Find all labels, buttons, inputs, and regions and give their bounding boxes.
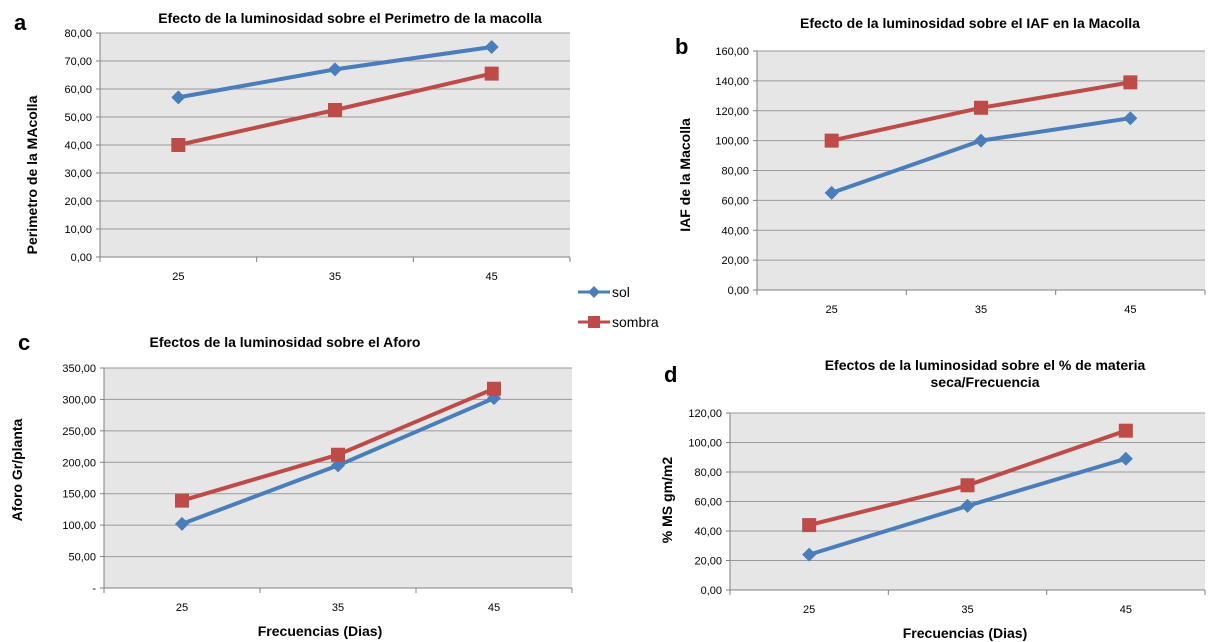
y-tick-label: 60,00 <box>64 84 92 96</box>
data-point-sombra <box>1123 75 1138 90</box>
y-tick-label: 20,00 <box>64 196 92 208</box>
y-tick-label: 140,00 <box>715 76 749 88</box>
y-tick-label: 20,00 <box>721 255 749 267</box>
plot-area <box>104 368 572 588</box>
y-tick-label: 80,00 <box>64 28 92 40</box>
data-point-sombra <box>824 133 839 148</box>
x-tick-label: 45 <box>1124 304 1136 316</box>
data-point-sombra <box>960 478 975 493</box>
data-point-sol <box>328 62 342 77</box>
y-tick-label: 0,00 <box>71 252 92 264</box>
y-tick-label: 60,00 <box>721 195 749 207</box>
y-tick-label: 350,00 <box>62 363 96 375</box>
legend-sombra-marker <box>588 316 600 328</box>
chart-title: Efecto de la luminosidad sobre el IAF en… <box>800 15 1140 31</box>
x-tick-label: 25 <box>803 604 815 616</box>
y-tick-label: 0,00 <box>728 285 749 297</box>
x-tick-label: 35 <box>329 271 341 283</box>
y-tick-label: 100,00 <box>688 438 722 450</box>
y-tick-label: 250,00 <box>62 426 96 438</box>
data-point-sombra <box>328 103 342 117</box>
data-point-sombra <box>484 66 499 81</box>
legend-sol-marker <box>588 286 600 298</box>
data-point-sol <box>171 90 186 105</box>
y-tick-label: 10,00 <box>64 224 92 236</box>
chart-panel-d: d Efectos de la luminosidad sobre el % de… <box>659 357 1206 641</box>
chart-title: Efectos de la luminosidad sobre el % de … <box>825 357 1146 373</box>
data-point-sol <box>1118 451 1133 466</box>
y-tick-label: 40,00 <box>64 140 92 152</box>
data-point-sombra <box>1118 423 1133 438</box>
data-point-sol <box>331 458 345 473</box>
x-tick-label: 35 <box>961 604 973 616</box>
data-point-sombra <box>802 518 817 533</box>
x-tick-label: 45 <box>1120 604 1132 616</box>
data-point-sombra <box>175 493 189 508</box>
data-point-sombra <box>331 447 345 462</box>
x-tick-label: 35 <box>332 602 344 614</box>
data-point-sol <box>484 40 499 54</box>
x-tick-label: 45 <box>488 602 500 614</box>
y-tick-label: 100,00 <box>62 520 96 532</box>
y-tick-label: 120,00 <box>688 408 722 420</box>
x-tick-label: 25 <box>172 271 184 283</box>
panel-letter: b <box>675 34 688 59</box>
chart-panel-c: c Efectos de la luminosidad sobre el Afor… <box>9 330 573 639</box>
x-tick-label: 25 <box>176 602 188 614</box>
legend-sombra-label: sombra <box>612 314 659 330</box>
legend: sol sombra <box>578 284 659 330</box>
y-tick-label: 50,00 <box>68 552 96 564</box>
x-tick-label: 25 <box>826 304 838 316</box>
chart-title: Efectos de la luminosidad sobre el Aforo <box>150 334 421 350</box>
y-tick-label: 50,00 <box>64 112 92 124</box>
y-tick-label: 300,00 <box>62 394 96 406</box>
x-tick-label: 35 <box>975 304 987 316</box>
y-tick-label: 80,00 <box>721 166 749 178</box>
y-tick-label: 150,00 <box>62 489 96 501</box>
y-tick-label: 40,00 <box>694 526 722 538</box>
x-axis-title: Frecuencias (Dias) <box>903 625 1028 641</box>
y-tick-label: 40,00 <box>721 225 749 237</box>
y-axis-title: Aforo Gr/planta <box>9 418 25 521</box>
chart-title: Efecto de la luminosidad sobre el Perime… <box>158 10 542 26</box>
y-tick-label: 70,00 <box>64 56 92 68</box>
y-tick-label: 120,00 <box>715 106 749 118</box>
panel-letter: d <box>664 362 677 387</box>
y-tick-label: 160,00 <box>715 46 749 58</box>
x-axis-title: Frecuencias (Dias) <box>258 623 383 639</box>
chart-panel-a: a Efecto de la luminosidad sobre el Perim… <box>14 10 571 283</box>
y-tick-label: 0,00 <box>701 585 722 597</box>
data-point-sombra <box>974 100 988 115</box>
data-point-sombra <box>171 138 186 152</box>
chart-title: seca/Frecuencia <box>931 374 1040 390</box>
y-tick-label: 60,00 <box>694 497 722 509</box>
y-axis-title: Perimetro de la MAcolla <box>24 95 40 254</box>
panel-letter: a <box>14 10 27 35</box>
data-point-sombra <box>487 381 501 396</box>
y-tick-label: 80,00 <box>694 467 722 479</box>
data-point-sol <box>960 498 975 513</box>
y-axis-title: IAF de la Macolla <box>677 118 693 232</box>
y-tick-label: 100,00 <box>715 136 749 148</box>
data-point-sol <box>824 185 839 200</box>
data-point-sol <box>974 133 988 148</box>
data-point-sol <box>1123 111 1138 126</box>
data-point-sol <box>175 516 189 531</box>
y-axis-title: % MS gm/m2 <box>659 457 675 544</box>
legend-sol-label: sol <box>612 284 630 300</box>
y-tick-label: 200,00 <box>62 457 96 469</box>
data-point-sol <box>802 547 817 562</box>
y-tick-label: 30,00 <box>64 168 92 180</box>
panel-letter: c <box>18 330 30 355</box>
y-tick-label: - <box>92 583 96 595</box>
y-tick-label: 20,00 <box>694 556 722 568</box>
chart-panel-b: b Efecto de la luminosidad sobre el IAF e… <box>675 15 1206 316</box>
x-tick-label: 45 <box>486 271 498 283</box>
